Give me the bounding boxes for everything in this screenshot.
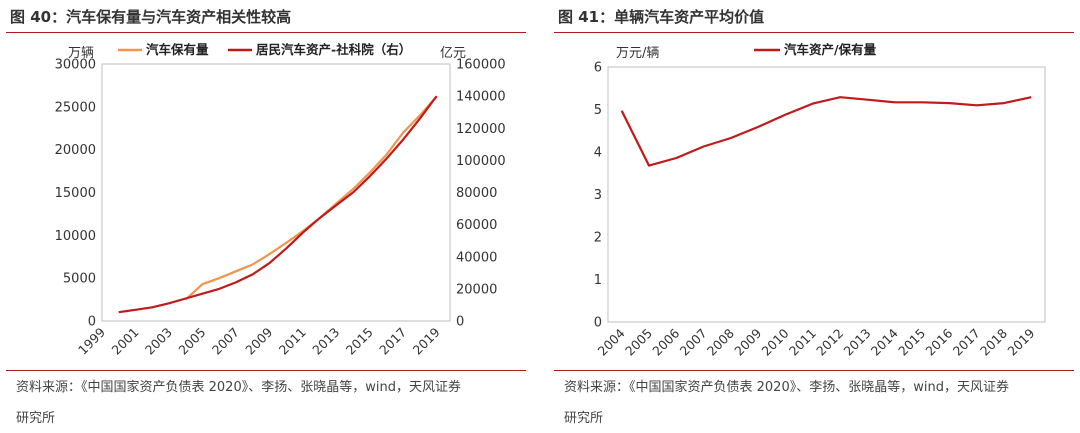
y-tick-label: 1 bbox=[594, 273, 602, 288]
figure-title: 图 40：汽车保有量与汽车资产相关性较高 bbox=[10, 8, 292, 26]
legend-label-ratio: 汽车资产/保有量 bbox=[784, 42, 877, 57]
x-tick-label: 2001 bbox=[108, 325, 141, 358]
x-tick-label: 2010 bbox=[759, 325, 792, 358]
x-tick-label: 2005 bbox=[622, 326, 655, 359]
plot-frame bbox=[607, 66, 1046, 323]
legend: 汽车保有量 居民汽车资产-社科院（右） bbox=[118, 42, 411, 57]
y-tick-label: 4 bbox=[594, 146, 602, 161]
x-tick-label: 2005 bbox=[175, 325, 208, 358]
title-rule bbox=[554, 32, 1074, 33]
x-tick-label: 2013 bbox=[840, 326, 873, 359]
y-tick-label: 6 bbox=[594, 61, 602, 76]
y-left-tick-label: 20000 bbox=[55, 143, 96, 158]
x-tick-label: 2011 bbox=[276, 325, 309, 358]
ratio-line bbox=[620, 96, 1032, 167]
y-right-tick-label: 140000 bbox=[456, 90, 506, 105]
right-axis-unit: 亿元 bbox=[440, 46, 466, 61]
ownership-line bbox=[184, 95, 438, 301]
y-left-tick-label: 0 bbox=[88, 315, 96, 330]
y-right-tick-label: 80000 bbox=[456, 186, 497, 201]
source-note-continued: 研究所 bbox=[564, 411, 604, 426]
source-note: 资料来源：《中国国家资产负债表 2020》、李扬、张晓晶等，wind，天风证券 bbox=[564, 380, 1009, 395]
x-tick-label: 2015 bbox=[895, 326, 928, 359]
series-lines bbox=[118, 95, 438, 314]
x-tick-labels: 1999 2001 2003 2005 2007 2009 2011 2013 2015 2017… bbox=[75, 324, 443, 357]
y-tick-labels: 0 1 2 3 4 5 6 bbox=[594, 61, 602, 331]
legend: 汽车资产/保有量 bbox=[754, 42, 877, 57]
y-right-tick-label: 120000 bbox=[456, 122, 506, 137]
figure-title: 图 41：单辆汽车资产平均价值 bbox=[558, 8, 765, 26]
gridlines bbox=[607, 66, 1046, 323]
x-tick-label: 2019 bbox=[410, 324, 443, 357]
y-right-tick-label: 20000 bbox=[456, 282, 497, 297]
avg-asset-per-vehicle-chart: 万元/辆 0 1 2 3 4 5 6 200420052006200720082009201… bbox=[594, 42, 1046, 359]
x-tick-label: 2006 bbox=[649, 325, 682, 358]
car-ownership-vs-assets-chart: 万辆 亿元 0 5000 10000 15000 20000 25000 30000 0 20… bbox=[55, 42, 506, 358]
x-tick-label: 1999 bbox=[75, 324, 108, 357]
x-tick-label: 2011 bbox=[786, 326, 819, 359]
y-left-tick-label: 15000 bbox=[55, 186, 96, 201]
x-tick-label: 2007 bbox=[677, 326, 710, 359]
x-tick-label: 2016 bbox=[922, 325, 955, 358]
left-axis-unit: 万辆 bbox=[68, 46, 94, 61]
y-tick-label: 3 bbox=[594, 188, 602, 203]
x-tick-label: 2018 bbox=[977, 325, 1010, 358]
title-rule bbox=[6, 32, 526, 33]
x-tick-label: 2014 bbox=[868, 325, 901, 358]
y-left-tick-label: 10000 bbox=[55, 229, 96, 244]
y-tick-label: 2 bbox=[594, 231, 602, 246]
source-note-continued: 研究所 bbox=[16, 411, 56, 426]
x-tick-label: 2009 bbox=[242, 324, 275, 357]
x-tick-label: 2007 bbox=[209, 325, 242, 358]
x-tick-label: 2012 bbox=[813, 326, 846, 359]
left-y-tick-labels: 0 5000 10000 15000 20000 25000 30000 bbox=[55, 58, 96, 330]
source-note: 资料来源：《中国国家资产负债表 2020》、李扬、张晓晶等，wind，天风证券 bbox=[16, 380, 461, 395]
x-tick-label: 2017 bbox=[950, 326, 983, 359]
x-tick-label: 2003 bbox=[142, 325, 175, 358]
y-left-tick-label: 5000 bbox=[63, 272, 96, 287]
x-tick-label: 2013 bbox=[309, 325, 342, 358]
y-tick-label: 5 bbox=[594, 103, 602, 118]
figure-41-panel: 图 41：单辆汽车资产平均价值 万元/辆 0 1 2 3 4 5 6 2004 2005 200… bbox=[548, 0, 1080, 433]
y-right-tick-label: 0 bbox=[456, 315, 464, 330]
x-tick-label: 2019 bbox=[1004, 325, 1037, 358]
y-axis-unit: 万元/辆 bbox=[616, 46, 659, 61]
x-tick-labels: 2004200520062007200820092010201120122013… bbox=[595, 325, 1038, 358]
legend-label-assets: 居民汽车资产-社科院（右） bbox=[256, 42, 411, 57]
source-rule bbox=[554, 370, 1074, 371]
x-tick-label: 2015 bbox=[343, 325, 376, 358]
x-tick-label: 2017 bbox=[376, 325, 409, 358]
plot-frame bbox=[101, 63, 451, 322]
assets-line bbox=[118, 95, 438, 314]
y-tick-label: 0 bbox=[594, 316, 602, 331]
series-lines bbox=[620, 96, 1032, 167]
y-right-tick-label: 40000 bbox=[456, 250, 497, 265]
y-left-tick-label: 30000 bbox=[55, 58, 96, 73]
y-right-tick-label: 100000 bbox=[456, 154, 506, 169]
x-tick-label: 2008 bbox=[704, 325, 737, 358]
right-y-tick-labels: 0 20000 40000 60000 80000 100000 120000 140000 1… bbox=[456, 58, 506, 330]
legend-label-ownership: 汽车保有量 bbox=[146, 42, 209, 57]
source-rule bbox=[6, 370, 526, 371]
y-right-tick-label: 160000 bbox=[456, 58, 506, 73]
gridlines bbox=[101, 63, 451, 322]
y-right-tick-label: 60000 bbox=[456, 218, 497, 233]
y-left-tick-label: 25000 bbox=[55, 100, 96, 115]
figure-40-panel: 图 40：汽车保有量与汽车资产相关性较高 万辆 亿元 0 5000 10000 150… bbox=[0, 0, 532, 433]
x-tick-label: 2009 bbox=[731, 325, 764, 358]
